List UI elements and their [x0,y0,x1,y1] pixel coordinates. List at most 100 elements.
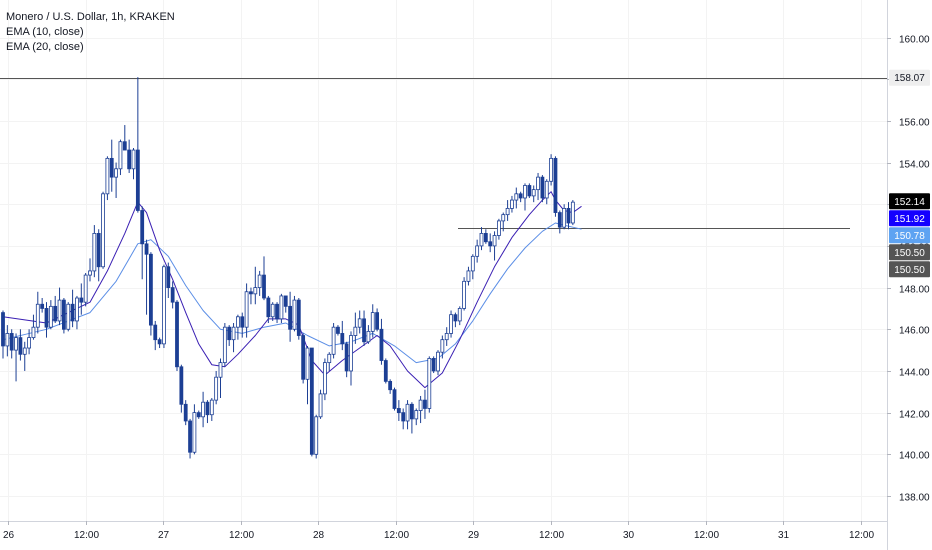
candle [257,270,262,296]
time-tick-label: 28 [313,530,325,541]
candle [179,364,184,413]
legend-symbol[interactable]: Monero / U.S. Dollar, 1h, KRAKEN [6,11,175,23]
candle-body-down [379,328,384,361]
candle [18,329,23,361]
price-tick-label: 144.00 [899,368,930,379]
candle-body-up [479,233,484,247]
candle [318,389,323,419]
candle-body-up [292,299,297,330]
badge-label: 150.50 [894,265,925,276]
candle [470,254,475,280]
price-badge-black: 152.14 [889,193,930,210]
candle-body-down [157,339,162,345]
candle [562,204,567,230]
candle [127,139,132,173]
candle [96,229,101,282]
candle [418,395,423,424]
candle [510,195,514,213]
candle-body-up [235,316,240,328]
candle [253,266,258,305]
candle-body-down [227,326,232,341]
candle [140,206,145,280]
legend-ema20[interactable]: EMA (20, close) [6,41,84,53]
candle [362,310,366,346]
candle [570,200,575,226]
time-tick-label: 12:00 [849,530,874,541]
candle-body-down [540,176,545,199]
candle [553,156,558,217]
candle-body-up [492,235,497,247]
candle-body-up [496,220,501,236]
candle [5,325,10,357]
candle-body-up [131,149,136,170]
candle-body-down [140,210,145,245]
candle [396,400,401,421]
candle [222,323,227,367]
candle [488,233,493,253]
candle-body-down [183,403,188,422]
candle-body-down [423,399,427,409]
candle [540,175,545,203]
price-badge-blue: 151.92 [889,210,930,227]
time-tick-label: 30 [623,530,635,541]
candle-body-down [383,360,388,382]
candle [375,308,380,332]
time-axis[interactable]: 26 12:00 27 12:00 28 12:00 29 12:00 30 12:00 31 12:… [3,521,875,541]
candle [331,323,336,359]
candle-body-up [270,303,275,318]
legend-ema10[interactable]: EMA (10, close) [6,26,84,38]
candle-body-up [88,270,92,276]
candle-body-up [366,330,371,343]
candle-body-up [162,266,166,345]
candle [131,147,136,180]
candle-body-down [483,233,488,243]
candle-body-up [501,214,506,222]
candle-body-up [201,401,206,418]
price-tick-label: 160.00 [899,35,930,46]
price-tick-label: 146.00 [899,326,930,337]
candle [423,389,427,419]
candle-body-up [523,185,527,199]
candle [301,333,306,384]
candle [14,333,18,382]
candle [353,312,358,344]
candle-body-up [57,299,62,322]
chart-legend: Monero / U.S. Dollar, 1h, KRAKEN EMA (10… [6,10,175,55]
candle-body-down [240,316,245,328]
price-badge-gray: 150.50 [889,244,930,261]
candle [162,264,166,349]
badge-label: 152.14 [894,197,925,208]
candle-body-down [175,301,179,368]
candle [531,185,536,203]
candle [327,352,332,371]
candle-body-up [48,305,53,328]
candle [170,281,175,309]
candle-body-up [35,303,40,328]
candle [53,295,58,324]
candle-body-down [396,408,401,414]
candle [40,298,45,313]
candle-body-up [305,347,310,380]
candle [70,289,75,328]
badge-bg [889,69,930,86]
horizontal-lines[interactable] [0,78,887,229]
candle [392,387,397,411]
candle [527,183,532,198]
candle-body-down [40,303,45,309]
candle [235,314,240,340]
candle [549,154,553,186]
candle-body-down [249,291,253,295]
candle [35,291,40,334]
candle-body-up [536,176,540,191]
price-tick-label: 142.00 [899,410,930,421]
candle-body-down [340,333,345,345]
candle [349,331,353,386]
candle-body-up [457,308,462,322]
candle [44,302,49,338]
candle [344,341,349,378]
candle-body-up [531,189,536,197]
candle-body-up [192,412,197,453]
candle-body-down [109,157,114,178]
candle-body-down [409,403,414,420]
